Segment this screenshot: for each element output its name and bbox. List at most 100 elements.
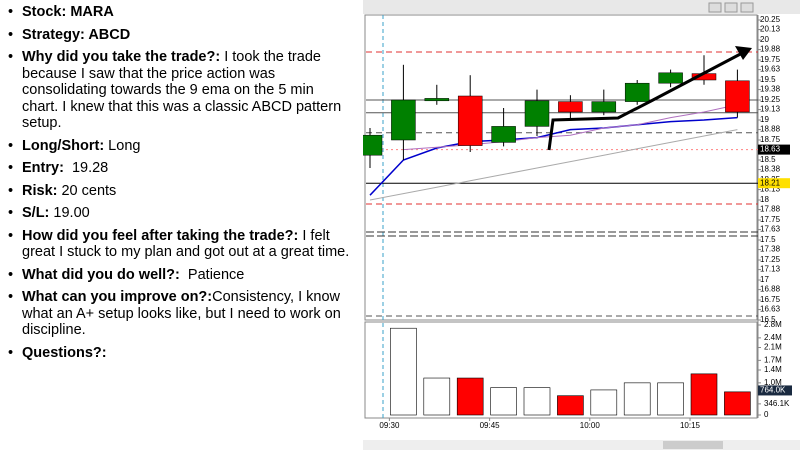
candle-body [725, 80, 750, 113]
note-item: S/L: 19.00 [8, 205, 350, 222]
y-tick-label: 20.13 [760, 25, 781, 34]
note-item: Long/Short: Long [8, 137, 350, 155]
note-item: Risk: 20 cents [8, 182, 350, 200]
volume-tick-label: 2.4M [764, 333, 782, 342]
candle-body [363, 134, 383, 156]
y-tick-label: 19.75 [760, 55, 781, 64]
note-label: Entry: [22, 160, 64, 176]
toolbar [363, 0, 800, 14]
note-item: Entry: 19.28 [8, 160, 350, 177]
indicator-line [369, 116, 738, 196]
volume-bar [557, 395, 584, 416]
note-text: 20 cents [57, 182, 117, 199]
candle-body [424, 98, 450, 102]
note-text: Consistency, I know what an A+ setup loo… [22, 289, 345, 338]
note-label: Why did you take the trade?: [22, 49, 221, 65]
volume-bar [590, 389, 618, 416]
candle-body [524, 100, 550, 127]
note-label: What did you do well?: [22, 266, 180, 283]
y-tick-label: 17.38 [760, 245, 781, 254]
y-tick-label: 18 [760, 195, 769, 204]
y-tick-label: 19.88 [760, 45, 781, 54]
volume-bar [523, 387, 551, 416]
y-tick-label: 16.75 [760, 295, 781, 304]
note-item: What can you improve on?:Consistency, I … [8, 289, 350, 339]
chart: 20.2520.132019.8819.7519.6319.519.3819.2… [363, 0, 800, 450]
trade-notes: Stock: MARA Strategy: ABCD Why did you tak… [0, 4, 350, 367]
volume-tick-label: 2.8M [764, 320, 782, 329]
volume-panel [364, 321, 758, 419]
y-tick-label: 16.5 [760, 315, 776, 324]
volume-tick-label: 0 [764, 410, 769, 419]
candle-body [457, 95, 483, 146]
volume-bar [657, 382, 684, 416]
y-tick-label: 19 [760, 115, 769, 124]
note-item: What did you do well?: Patience [8, 266, 350, 284]
y-tick-label: 17.63 [760, 225, 781, 234]
candle-body [624, 82, 650, 102]
volume-bar [390, 327, 417, 416]
trend-arrow [547, 48, 749, 151]
volume-tick-label: 346.1K [764, 399, 790, 408]
note-text: Long [104, 137, 141, 154]
y-tick-label: 16.88 [760, 285, 781, 294]
x-tick-label: 10:00 [580, 421, 601, 430]
candle-body [591, 101, 617, 113]
scrollbar[interactable] [363, 440, 800, 450]
note-label: What can you improve on?: [22, 289, 213, 305]
note-label: Stock: MARA [22, 4, 114, 20]
y-tick-label: 17.5 [760, 235, 776, 244]
volume-tick-label: 1.7M [764, 355, 782, 364]
y-tick-label: 19.25 [760, 95, 781, 104]
x-tick-label: 09:45 [480, 421, 501, 430]
toolbar-button[interactable] [724, 2, 738, 13]
y-tick-label: 18.75 [760, 135, 781, 144]
volume-bar [456, 377, 484, 416]
y-tick-label: 17.13 [760, 265, 781, 274]
price-panel [364, 14, 758, 321]
volume-bar [423, 377, 451, 416]
price-marker-box [758, 178, 790, 189]
price-marker-label: 18.21 [760, 178, 781, 187]
y-tick-label: 19.5 [760, 75, 776, 84]
note-text: I felt great I stuck to my plan and got … [22, 227, 350, 261]
note-label: Risk: [22, 182, 58, 199]
arrow-head [735, 46, 752, 60]
y-tick-label: 18.13 [760, 185, 781, 194]
note-item: Stock: MARA [8, 4, 350, 21]
note-label: Strategy: ABCD [22, 26, 131, 43]
y-tick-label: 18.5 [760, 155, 776, 164]
volume-marker-box [758, 385, 792, 396]
note-label: Questions?: [22, 344, 107, 361]
note-item: How did you feel after taking the trade?… [8, 227, 350, 261]
candle-body [491, 126, 516, 143]
volume-tick-label: 2.1M [764, 343, 782, 352]
note-text: Patience [179, 266, 245, 283]
note-text: I took the trade because I saw that the … [22, 49, 346, 131]
scrollbar-thumb[interactable] [663, 441, 723, 449]
candle-body [558, 101, 583, 113]
x-tick-label: 10:15 [680, 421, 701, 430]
toolbar-button[interactable] [708, 2, 722, 13]
note-text: 19.00 [49, 205, 90, 221]
y-tick-label: 17 [760, 275, 769, 284]
note-label: S/L: [22, 205, 50, 221]
volume-bar [490, 387, 517, 416]
y-tick-label: 20.25 [760, 15, 781, 24]
note-label: How did you feel after taking the trade?… [22, 227, 299, 244]
y-tick-label: 17.75 [760, 215, 781, 224]
note-item: Why did you take the trade?: I took the … [8, 49, 350, 132]
y-tick-label: 18.38 [760, 165, 781, 174]
volume-marker-label: 764.0K [760, 386, 786, 395]
toolbar-button[interactable] [740, 2, 754, 13]
chart-background [363, 0, 800, 450]
candle-body [658, 72, 683, 84]
y-tick-label: 17.25 [760, 255, 781, 264]
price-marker-box [758, 144, 790, 155]
y-tick-label: 18.88 [760, 125, 781, 134]
note-text: 19.28 [63, 160, 109, 176]
y-tick-label: 20 [760, 35, 769, 44]
y-tick-label: 19.63 [760, 65, 781, 74]
note-item: Strategy: ABCD [8, 26, 350, 44]
volume-bar [690, 373, 718, 416]
